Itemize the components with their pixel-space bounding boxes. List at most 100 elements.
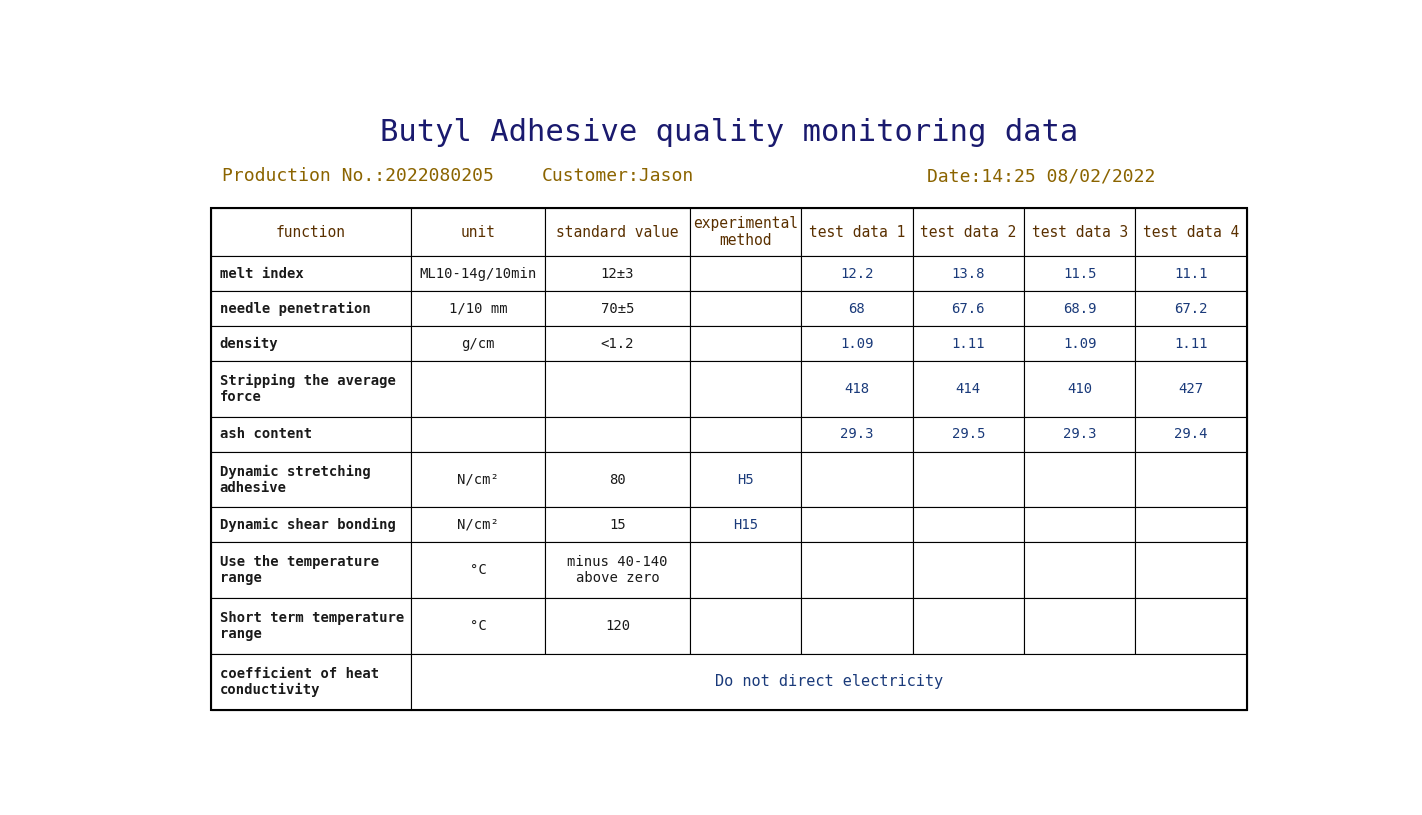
Text: Production No.:2022080205: Production No.:2022080205 — [222, 167, 493, 185]
Bar — [913, 416, 1024, 452]
Bar — [913, 326, 1024, 361]
Bar — [1024, 598, 1135, 654]
Bar — [210, 654, 411, 710]
Bar — [1024, 542, 1135, 598]
Text: 67.6: 67.6 — [951, 302, 985, 315]
Text: ML10-14g/10min: ML10-14g/10min — [419, 267, 536, 281]
Text: 13.8: 13.8 — [951, 267, 985, 281]
Bar — [545, 598, 690, 654]
Bar — [545, 326, 690, 361]
Text: 12.2: 12.2 — [840, 267, 873, 281]
Text: function: function — [276, 224, 346, 240]
Bar — [545, 208, 690, 257]
Bar — [801, 452, 913, 508]
Text: H5: H5 — [737, 473, 754, 487]
Text: 1.11: 1.11 — [1175, 337, 1207, 350]
Text: melt index: melt index — [219, 267, 303, 281]
Bar — [545, 452, 690, 508]
Bar — [1024, 416, 1135, 452]
Bar — [411, 452, 545, 508]
Bar — [1024, 257, 1135, 291]
Bar — [1135, 452, 1247, 508]
Bar — [690, 542, 801, 598]
Text: 11.1: 11.1 — [1175, 267, 1207, 281]
Bar — [411, 654, 1247, 710]
Bar — [801, 542, 913, 598]
Bar — [801, 361, 913, 416]
Bar — [411, 326, 545, 361]
Text: 29.4: 29.4 — [1175, 427, 1207, 441]
Text: 15: 15 — [609, 518, 626, 532]
Text: 80: 80 — [609, 473, 626, 487]
Bar — [210, 542, 411, 598]
Text: 410: 410 — [1066, 382, 1092, 396]
Bar — [690, 416, 801, 452]
Bar — [545, 416, 690, 452]
Text: coefficient of heat
conductivity: coefficient of heat conductivity — [219, 667, 378, 697]
Bar — [210, 361, 411, 416]
Bar — [210, 598, 411, 654]
Bar — [913, 542, 1024, 598]
Bar — [1024, 361, 1135, 416]
Bar — [801, 291, 913, 326]
Bar — [1135, 542, 1247, 598]
Text: Dynamic stretching
adhesive: Dynamic stretching adhesive — [219, 465, 370, 495]
Bar — [545, 257, 690, 291]
Text: 1/10 mm: 1/10 mm — [449, 302, 508, 315]
Bar — [1135, 208, 1247, 257]
Bar — [913, 361, 1024, 416]
Bar — [690, 452, 801, 508]
Bar — [411, 598, 545, 654]
Bar — [801, 326, 913, 361]
Bar — [210, 208, 411, 257]
Text: Dynamic shear bonding: Dynamic shear bonding — [219, 518, 395, 532]
Bar — [545, 508, 690, 542]
Bar — [913, 208, 1024, 257]
Text: 427: 427 — [1179, 382, 1203, 396]
Text: experimental
method: experimental method — [693, 216, 798, 249]
Text: 29.5: 29.5 — [951, 427, 985, 441]
Text: g/cm: g/cm — [461, 337, 495, 350]
Bar — [1135, 326, 1247, 361]
Text: 29.3: 29.3 — [840, 427, 873, 441]
Text: Date:14:25 08/02/2022: Date:14:25 08/02/2022 — [927, 167, 1156, 185]
Text: Use the temperature
range: Use the temperature range — [219, 555, 378, 585]
Text: °C: °C — [469, 619, 486, 633]
Text: N/cm²: N/cm² — [458, 473, 499, 487]
Bar — [411, 508, 545, 542]
Bar — [801, 257, 913, 291]
Bar — [411, 416, 545, 452]
Bar — [801, 508, 913, 542]
Bar — [1024, 508, 1135, 542]
Text: 29.3: 29.3 — [1062, 427, 1096, 441]
Text: test data 2: test data 2 — [920, 224, 1017, 240]
Text: 418: 418 — [845, 382, 869, 396]
Bar — [913, 598, 1024, 654]
Text: standard value: standard value — [556, 224, 678, 240]
Bar — [210, 452, 411, 508]
Text: 1.09: 1.09 — [1062, 337, 1096, 350]
Bar — [913, 508, 1024, 542]
Bar — [690, 361, 801, 416]
Text: Stripping the average
force: Stripping the average force — [219, 374, 395, 404]
Bar — [690, 326, 801, 361]
Text: °C: °C — [469, 563, 486, 577]
Bar — [1024, 208, 1135, 257]
Text: 70±5: 70±5 — [600, 302, 634, 315]
Text: Short term temperature
range: Short term temperature range — [219, 611, 404, 641]
Text: N/cm²: N/cm² — [458, 518, 499, 532]
Bar — [913, 257, 1024, 291]
Bar — [690, 598, 801, 654]
Bar — [1024, 452, 1135, 508]
Text: Do not direct electricity: Do not direct electricity — [715, 674, 943, 689]
Bar — [1135, 361, 1247, 416]
Text: 68: 68 — [849, 302, 865, 315]
Bar — [545, 291, 690, 326]
Bar — [210, 326, 411, 361]
Bar — [210, 508, 411, 542]
Bar — [913, 291, 1024, 326]
Text: 12±3: 12±3 — [600, 267, 634, 281]
Text: 1.11: 1.11 — [951, 337, 985, 350]
Bar — [545, 542, 690, 598]
Text: test data 1: test data 1 — [809, 224, 904, 240]
